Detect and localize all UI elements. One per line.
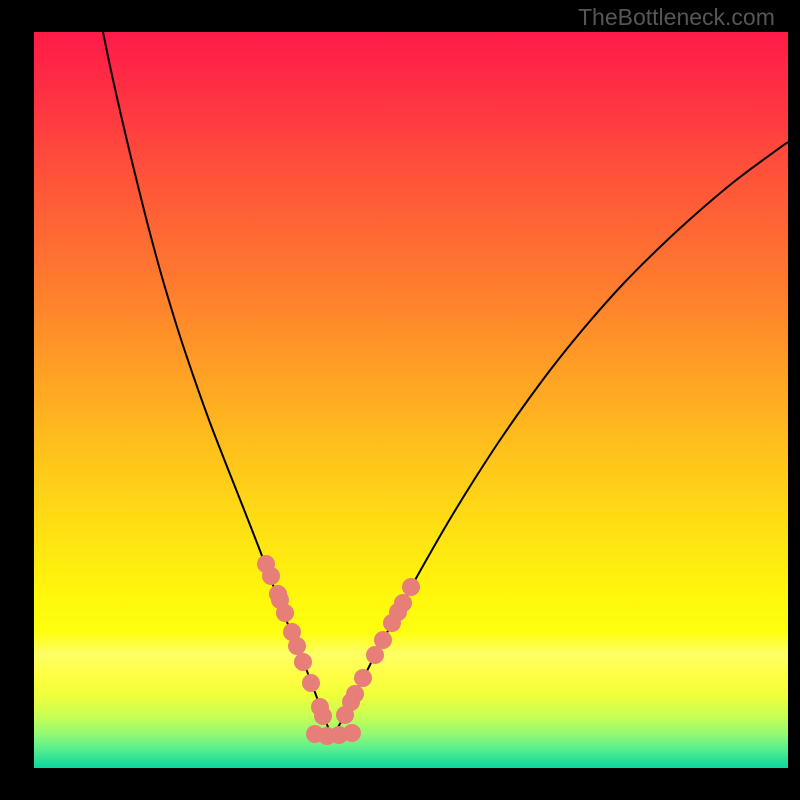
plot-svg	[34, 32, 788, 768]
chart-container: TheBottleneck.com	[0, 0, 800, 800]
marker-dot	[276, 604, 294, 622]
curve-right-branch	[331, 142, 788, 735]
marker-dot	[294, 653, 312, 671]
marker-dot	[262, 567, 280, 585]
marker-dot	[302, 674, 320, 692]
marker-dot	[374, 631, 392, 649]
marker-dot	[354, 669, 372, 687]
marker-dot	[346, 685, 364, 703]
marker-dot	[402, 578, 420, 596]
marker-dot	[314, 707, 332, 725]
marker-dot	[394, 594, 412, 612]
marker-dot	[288, 637, 306, 655]
marker-dot	[343, 724, 361, 742]
watermark-text: TheBottleneck.com	[578, 4, 775, 31]
markers-group	[257, 555, 420, 745]
